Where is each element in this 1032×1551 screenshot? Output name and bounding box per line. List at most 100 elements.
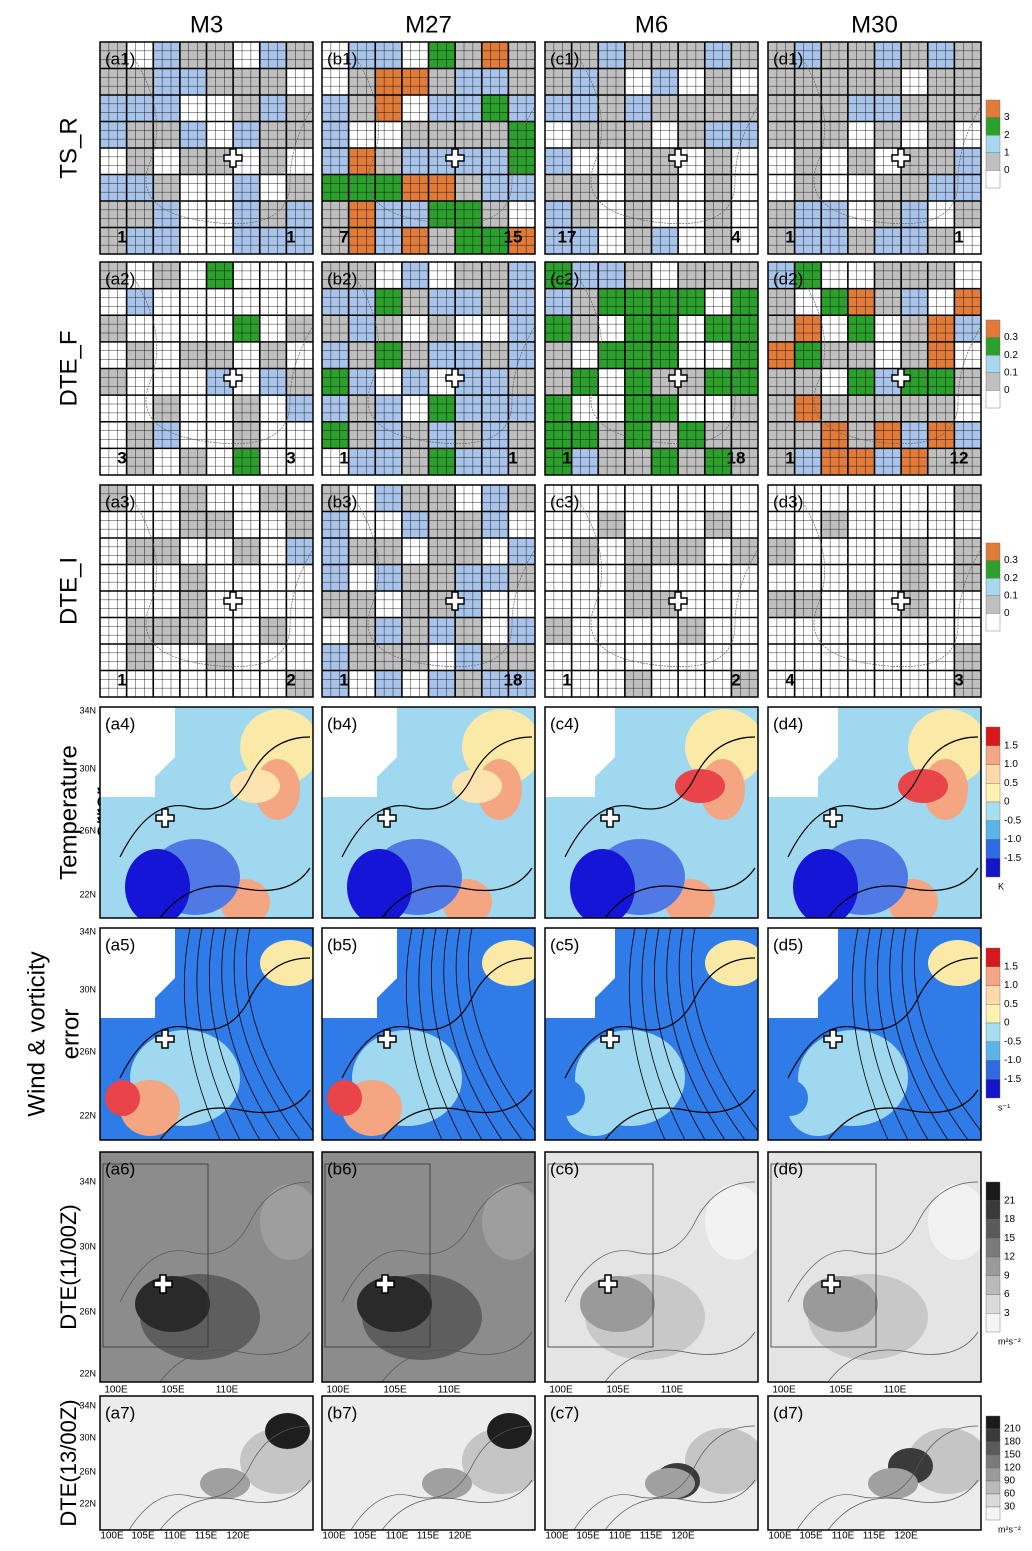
streamline xyxy=(245,928,313,1132)
panel-label: (b2) xyxy=(327,269,357,288)
grid-cell xyxy=(206,485,234,512)
grid-cell xyxy=(481,201,509,228)
grid-cell xyxy=(233,644,260,671)
grid-cell xyxy=(455,315,482,342)
grid-cell xyxy=(678,448,705,475)
grid-cell xyxy=(847,262,875,289)
grid-cell xyxy=(678,421,705,449)
lon-tick-label: 115E xyxy=(195,1531,218,1542)
count-left: 1 xyxy=(117,670,126,689)
lat-tick-label: 26N xyxy=(79,1306,96,1316)
province-border xyxy=(129,51,313,225)
grid-cell xyxy=(768,617,795,644)
grid-cell xyxy=(126,341,154,369)
grid-cell xyxy=(545,617,572,644)
grid-cell xyxy=(322,538,349,565)
grid-cell xyxy=(206,341,234,369)
streamline xyxy=(196,928,241,1140)
grid-cell xyxy=(455,68,482,95)
lat-tick-label: 26N xyxy=(79,825,96,835)
lon-tick-label: 100E xyxy=(768,1531,792,1542)
field-contour xyxy=(550,1080,585,1116)
grid-cell xyxy=(259,68,287,95)
grid-cell xyxy=(286,538,313,565)
subdomain-box xyxy=(102,1163,209,1348)
grid-cell xyxy=(768,121,795,148)
panel-label: (b3) xyxy=(327,492,357,511)
grid-cell xyxy=(126,644,154,671)
lon-tick-label: 120E xyxy=(226,1531,250,1542)
grid-cell xyxy=(821,148,848,175)
grid-cell xyxy=(927,670,955,697)
panel: (c3) xyxy=(544,484,759,698)
grid-cell xyxy=(401,288,429,316)
grid-cell xyxy=(768,148,795,175)
location-marker xyxy=(891,148,911,168)
count-left: 1 xyxy=(562,448,571,467)
grid-cell xyxy=(954,448,981,475)
grid-cell xyxy=(428,341,456,369)
panel-body xyxy=(322,707,535,918)
grid-cell xyxy=(901,564,928,591)
location-marker xyxy=(598,1274,618,1294)
grid-cell xyxy=(206,617,234,644)
grid-cell xyxy=(179,42,207,69)
panel-frame xyxy=(544,261,759,476)
field-contour xyxy=(260,1184,313,1260)
panel: (d4) xyxy=(767,706,982,919)
grid-cell xyxy=(678,670,705,697)
grid-cell xyxy=(901,511,928,538)
colorbar-tick-label: 12 xyxy=(1004,1252,1016,1263)
grid-cell xyxy=(794,564,822,591)
lon-tick-label: 110E xyxy=(216,1385,239,1396)
grid-cell xyxy=(901,42,928,69)
grid-cell xyxy=(179,564,207,591)
colorbar-tick-label: 0.3 xyxy=(1004,555,1018,566)
grid-cell xyxy=(768,421,795,449)
grid-cell xyxy=(233,262,260,289)
grid-cell xyxy=(954,421,981,449)
streamline xyxy=(913,928,981,1132)
province-border xyxy=(573,1425,756,1530)
grid-cell xyxy=(598,95,625,122)
grid-cell xyxy=(847,368,875,396)
panel-body xyxy=(100,1152,313,1382)
lon-tick-label: 100E xyxy=(322,1531,346,1542)
lon-tick-label: 105E xyxy=(606,1385,630,1396)
grid-cell xyxy=(571,421,599,449)
grid-cell xyxy=(847,511,875,538)
field-contour xyxy=(105,1080,140,1116)
grid-cell xyxy=(598,511,625,538)
grid-cell xyxy=(678,288,705,316)
grid-cell xyxy=(375,68,402,95)
colorbar-segment xyxy=(985,1506,1001,1521)
grid-cell xyxy=(927,42,955,69)
colorbar-tick-label: 0.2 xyxy=(1004,573,1018,584)
lon-tick-label: 100E xyxy=(326,1385,350,1396)
grid-cell xyxy=(927,617,955,644)
grid-cell xyxy=(678,95,705,122)
colorbar-tick-label: 60 xyxy=(1004,1489,1016,1500)
colorbar-segment xyxy=(985,985,1001,1005)
lat-tick-label: 22N xyxy=(79,1498,96,1508)
grid-cell xyxy=(508,670,535,697)
grid-cell xyxy=(598,341,625,369)
grid-cell xyxy=(571,315,599,342)
grid-cell xyxy=(455,485,482,512)
count-right: 3 xyxy=(954,670,963,689)
grid-cell xyxy=(233,341,260,369)
lat-tick-label: 30N xyxy=(79,1432,96,1442)
count-right: 18 xyxy=(504,670,523,689)
grid-cell xyxy=(286,315,313,342)
grid-cell xyxy=(100,42,127,69)
grid-cell xyxy=(481,288,509,316)
location-marker xyxy=(600,1029,620,1049)
panel-label: (d4) xyxy=(773,714,803,733)
location-marker xyxy=(223,148,243,168)
lon-tick-label: 100E xyxy=(104,1385,128,1396)
grid-cell xyxy=(508,395,535,422)
grid-cell xyxy=(651,68,679,95)
grid-cell xyxy=(206,121,234,148)
grid-cell xyxy=(100,174,127,201)
row-label: Temperature xyxy=(55,745,82,880)
